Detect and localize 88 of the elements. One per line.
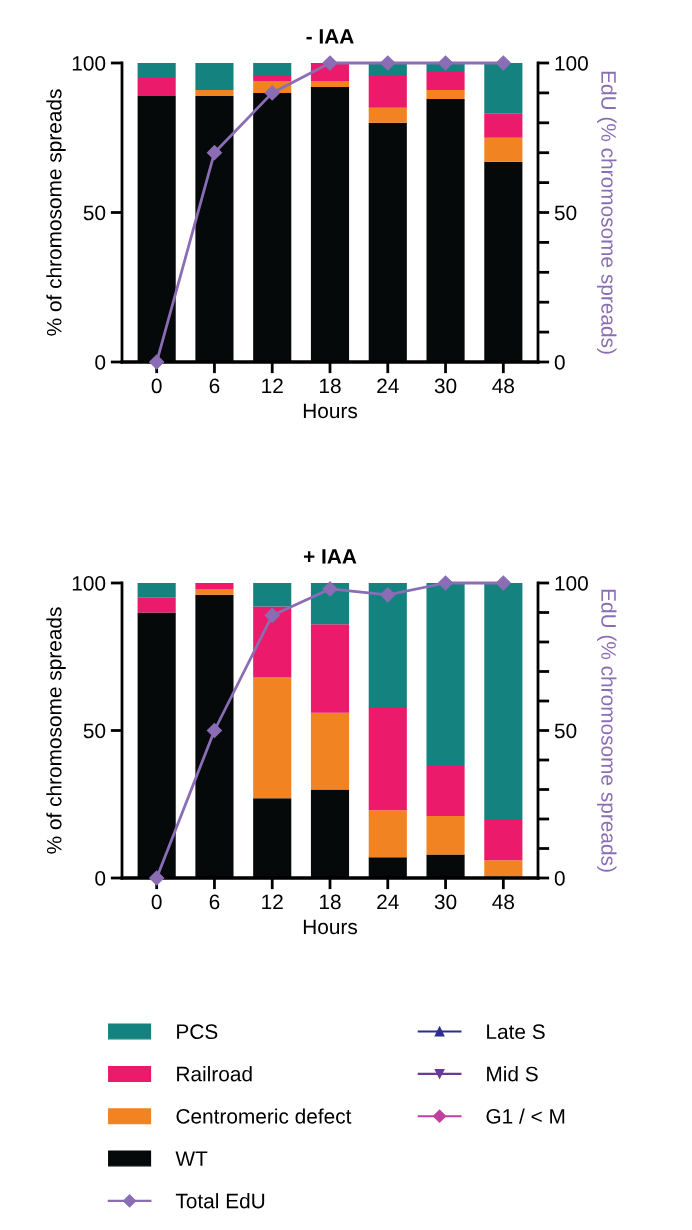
legend-label: G1 / < M	[486, 1108, 565, 1124]
point	[149, 870, 165, 886]
legend-label: Centromeric defect	[176, 1108, 352, 1124]
y2-tick-label: 50	[554, 205, 577, 221]
bar	[195, 89, 234, 96]
bar	[368, 810, 407, 858]
x-axis-title: Hours	[303, 403, 358, 419]
point	[206, 145, 223, 161]
point	[264, 607, 280, 624]
y2-tick-label: 0	[554, 871, 565, 886]
bar	[195, 63, 234, 90]
bar	[484, 583, 523, 819]
bar	[253, 677, 292, 799]
point	[149, 354, 165, 370]
point	[380, 55, 396, 71]
point	[264, 85, 280, 101]
bar	[253, 63, 292, 75]
bar	[484, 860, 523, 878]
bar	[426, 816, 465, 855]
bar	[368, 706, 407, 811]
bar	[253, 606, 292, 678]
x-tick-label: 6	[209, 894, 220, 910]
bar	[426, 765, 465, 817]
x-tick-label: 6	[209, 378, 220, 394]
point	[495, 575, 511, 591]
bar	[368, 583, 407, 707]
bar	[310, 624, 350, 713]
y-tick-label: 50	[83, 205, 106, 221]
bar	[253, 74, 292, 81]
y2-tick-label: 100	[555, 56, 588, 71]
bar	[137, 63, 176, 78]
x-axis-title: Hours	[303, 919, 358, 935]
point	[322, 55, 338, 71]
bar	[137, 77, 176, 96]
legend-label: Mid S	[487, 1066, 538, 1082]
y2-tick-label: 0	[554, 355, 565, 370]
bar	[484, 137, 523, 162]
legend-label: Total EdU	[175, 1193, 265, 1209]
bar	[426, 89, 465, 99]
bar	[426, 583, 465, 766]
y-axis-title: % of chromosome spreads	[46, 89, 66, 336]
y-tick-label: 100	[72, 576, 106, 591]
y-tick-label: 0	[95, 871, 106, 886]
x-tick-label: 24	[377, 378, 399, 394]
bar	[310, 712, 350, 790]
x-tick-label: 12	[262, 894, 283, 910]
bar	[484, 63, 523, 114]
legend-label: WT	[175, 1151, 208, 1166]
point	[437, 575, 454, 591]
legend-label: PCS	[177, 1024, 218, 1040]
x-tick-label: 30	[434, 894, 457, 910]
point	[380, 587, 396, 603]
bar	[137, 583, 176, 598]
point	[206, 722, 223, 739]
chart-title: - IAA	[306, 29, 354, 44]
y-tick-label: 50	[83, 723, 106, 739]
legend-label: Railroad	[177, 1066, 252, 1082]
bar	[368, 107, 407, 123]
bar	[195, 588, 234, 595]
bar	[484, 819, 523, 861]
x-tick-label: 18	[320, 378, 341, 394]
x-tick-label: 24	[377, 894, 399, 910]
x-tick-label: 0	[151, 378, 162, 394]
x-tick-label: 0	[151, 894, 162, 910]
point	[322, 581, 338, 597]
x-tick-label: 18	[320, 894, 341, 910]
bar	[137, 597, 176, 613]
bar	[253, 583, 292, 607]
x-tick-label: 30	[434, 378, 457, 394]
bar	[484, 113, 523, 138]
point	[437, 55, 454, 71]
legend-label: Late S	[487, 1024, 545, 1040]
bar	[310, 80, 350, 87]
y-tick-label: 100	[72, 56, 106, 71]
chart-title: + IAA	[303, 549, 357, 564]
x-tick-label: 12	[262, 378, 283, 394]
point	[495, 55, 511, 71]
x-tick-label: 48	[492, 378, 515, 394]
y2-axis-title: EdU (% chromosome spreads)	[597, 589, 617, 872]
bar	[426, 71, 465, 90]
y2-axis-title: EdU (% chromosome spreads)	[597, 71, 617, 354]
y-tick-label: 0	[95, 355, 106, 370]
bar	[195, 583, 234, 589]
y2-tick-label: 100	[555, 576, 588, 591]
y-axis-title: % of chromosome spreads	[46, 607, 66, 854]
y2-tick-label: 50	[554, 723, 577, 739]
x-tick-label: 48	[492, 894, 515, 910]
bar	[368, 74, 407, 108]
